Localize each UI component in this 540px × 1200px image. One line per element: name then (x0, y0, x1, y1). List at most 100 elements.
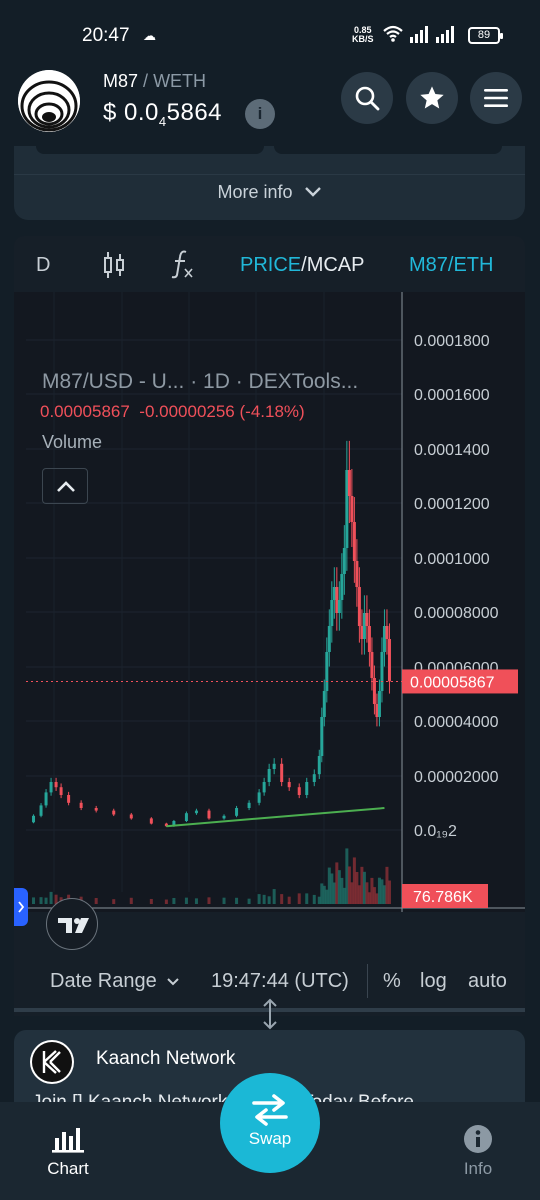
candle-type-button[interactable] (102, 250, 126, 286)
candle-body (322, 691, 326, 717)
price-chart[interactable]: 0.0001800 0.0001600 0.0001400 0.0001200 0.00… (14, 292, 525, 992)
candle-body (267, 769, 271, 782)
favorite-button[interactable] (406, 72, 458, 124)
volume-bar (262, 894, 266, 904)
search-button[interactable] (341, 72, 393, 124)
volume-bar (367, 892, 371, 904)
last-price-badge (402, 669, 518, 694)
candle-body (184, 813, 188, 821)
volume-bar (49, 891, 53, 904)
candle-body (172, 821, 176, 827)
price-info-icon[interactable]: i (245, 99, 275, 129)
chart-resize-handle[interactable] (0, 998, 540, 1030)
candle-body (222, 815, 226, 819)
volume-bar (322, 885, 326, 904)
log-scale-button[interactable]: log (420, 970, 447, 992)
volume-bar (164, 899, 168, 904)
status-bar: 20:47 ☁ 0.85 KB/S 89 (0, 0, 540, 52)
volume-bar (330, 873, 334, 904)
candle-body (340, 574, 344, 600)
volume-bar (247, 898, 251, 904)
volume-bar (312, 894, 316, 904)
candle-body (262, 782, 266, 793)
candle-body (67, 795, 71, 803)
candle-body (280, 763, 284, 782)
volume-bar (352, 857, 356, 904)
promo-logo (30, 1040, 74, 1084)
swap-button[interactable]: Swap (220, 1073, 320, 1173)
candle-body (79, 802, 83, 808)
candle-body (380, 652, 384, 691)
price-mcap-toggle[interactable]: PRICE/MCAP (240, 254, 365, 276)
nav-info[interactable]: Info (433, 1124, 523, 1179)
legend-change-pct: (-4.18%) (239, 402, 305, 421)
candle-body (272, 763, 276, 769)
nav-chart[interactable]: Chart (23, 1124, 113, 1179)
info-tile-fragment (36, 146, 264, 154)
interval-button[interactable]: D (36, 254, 51, 276)
candle-body (129, 814, 133, 819)
volume-bar (340, 877, 344, 904)
volume-bar (335, 862, 339, 904)
percent-scale-button[interactable]: % (383, 970, 401, 992)
price-digits: 5864 (166, 99, 223, 126)
collapse-legend-button[interactable] (42, 468, 88, 504)
chart-title: M87/USD - U... · 1D · DEXTools... (42, 370, 359, 393)
candle-body (362, 613, 366, 639)
candle-body (342, 548, 346, 574)
cloud-icon: ☁ (143, 28, 156, 43)
candle-body (59, 787, 63, 795)
volume-bar (235, 897, 239, 904)
candle-body (370, 652, 374, 678)
chevron-up-icon (57, 481, 75, 492)
candle-body (247, 802, 251, 808)
volume-bar (172, 897, 176, 904)
auto-scale-button[interactable]: auto (468, 970, 507, 992)
y-tick-label: 0.0₁₉2 (414, 823, 457, 840)
candle-body (347, 470, 351, 496)
volume-bar (380, 879, 384, 904)
volume-bar (267, 896, 271, 904)
volume-bar (360, 866, 364, 904)
chevron-down-icon (167, 978, 180, 986)
chevron-right-icon (18, 901, 25, 913)
quote-token: WETH (153, 71, 207, 91)
nav-chart-label: Chart (47, 1159, 89, 1178)
price-zeros: 4 (158, 113, 167, 129)
more-info-button[interactable]: More info (14, 182, 525, 203)
candle-body (164, 823, 168, 827)
volume-bar (207, 897, 211, 904)
swap-label: Swap (248, 1129, 292, 1148)
pair-toggle-button[interactable]: M87/ETH (409, 254, 494, 276)
candle-body (360, 626, 364, 639)
date-range-button[interactable]: Date Range (50, 970, 180, 993)
indicators-button[interactable] (170, 249, 196, 285)
volume-bar (194, 898, 198, 904)
info-tile-fragment (274, 146, 502, 154)
volume-bar (320, 883, 324, 904)
chart-canvas[interactable]: 0.0001800 0.0001600 0.0001400 0.0001200 0.00… (14, 292, 525, 992)
volume-bar (357, 885, 361, 904)
candle-body (32, 815, 36, 823)
tradingview-logo[interactable] (46, 898, 98, 950)
nav-info-label: Info (463, 1159, 493, 1178)
more-info-label: More info (217, 182, 293, 202)
wifi-signal-icon (382, 24, 462, 49)
date-range-label: Date Range (50, 970, 157, 992)
menu-button[interactable] (470, 72, 522, 124)
volume-bar (350, 882, 354, 904)
tradingview-icon (58, 918, 89, 933)
volume-bar (297, 893, 301, 904)
volume-bar (370, 877, 374, 904)
volume-bar (272, 889, 276, 904)
mcap-toggle-label: MCAP (306, 254, 365, 276)
side-panel-tab[interactable] (14, 888, 28, 926)
candle-body (365, 613, 369, 626)
menu-icon (484, 89, 508, 107)
candle-body (330, 600, 334, 626)
candle-body (44, 792, 48, 806)
volume-bar (222, 897, 226, 904)
y-tick-label: 0.00008000 (414, 605, 499, 622)
last-price-label: 0.00005867 (410, 674, 495, 691)
volume-bar (345, 848, 349, 904)
